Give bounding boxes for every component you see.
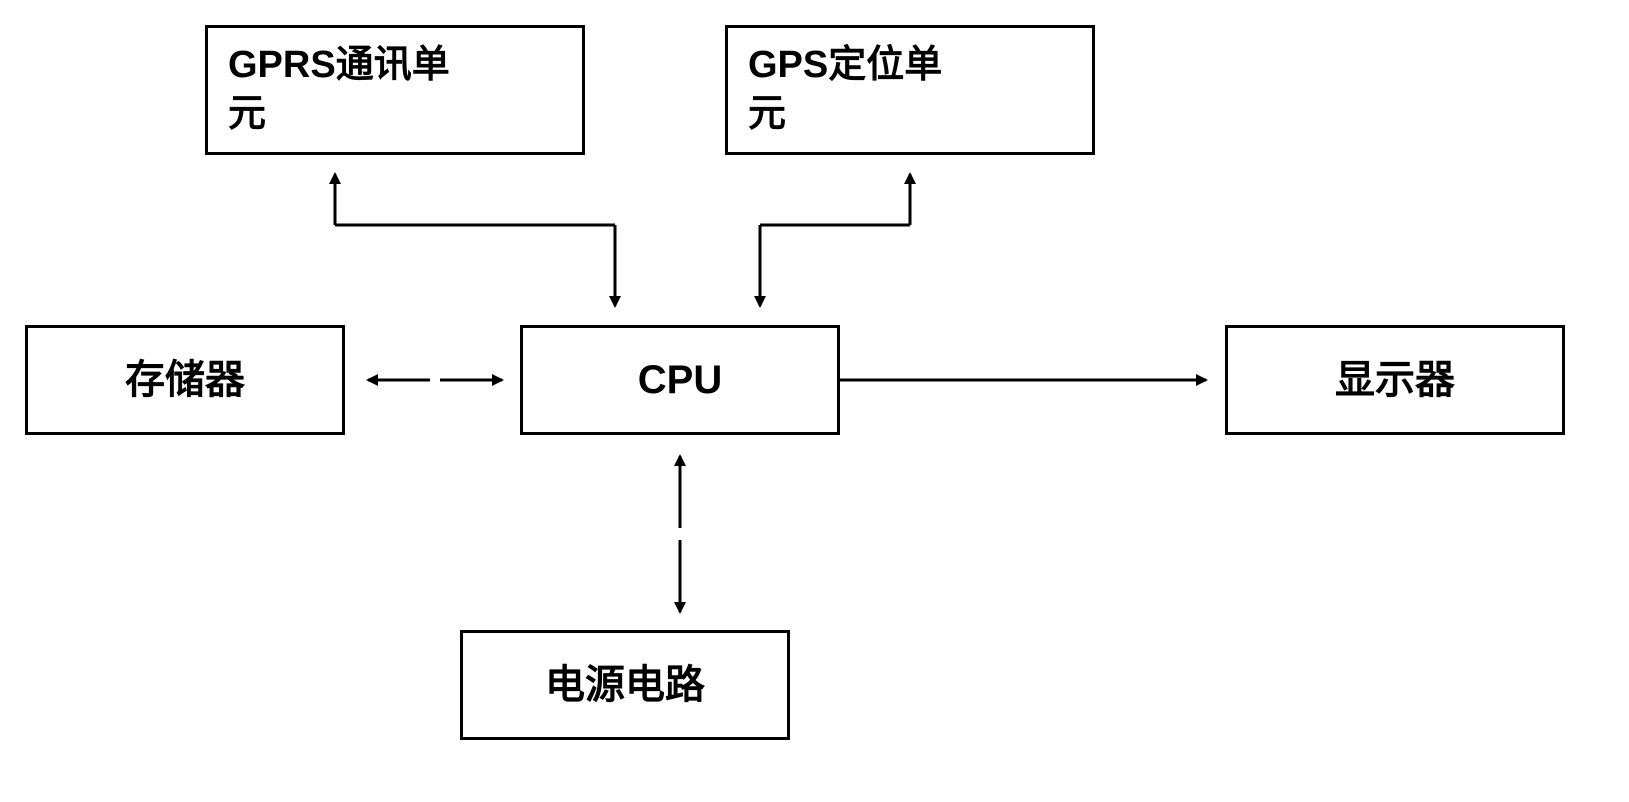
node-power-label: 电源电路 [545,659,705,711]
node-gprs-label: GPRS通讯单元 [228,41,450,140]
node-power: 电源电路 [460,630,790,740]
node-display-label: 显示器 [1335,354,1455,406]
edge-gps-cpu [760,174,910,306]
node-memory-label: 存储器 [125,354,245,406]
node-gps: GPS定位单元 [725,25,1095,155]
node-display: 显示器 [1225,325,1565,435]
node-memory: 存储器 [25,325,345,435]
node-gps-label: GPS定位单元 [748,41,942,140]
edge-gprs-cpu [335,174,615,306]
node-cpu-label: CPU [638,354,722,406]
node-cpu: CPU [520,325,840,435]
node-gprs: GPRS通讯单元 [205,25,585,155]
